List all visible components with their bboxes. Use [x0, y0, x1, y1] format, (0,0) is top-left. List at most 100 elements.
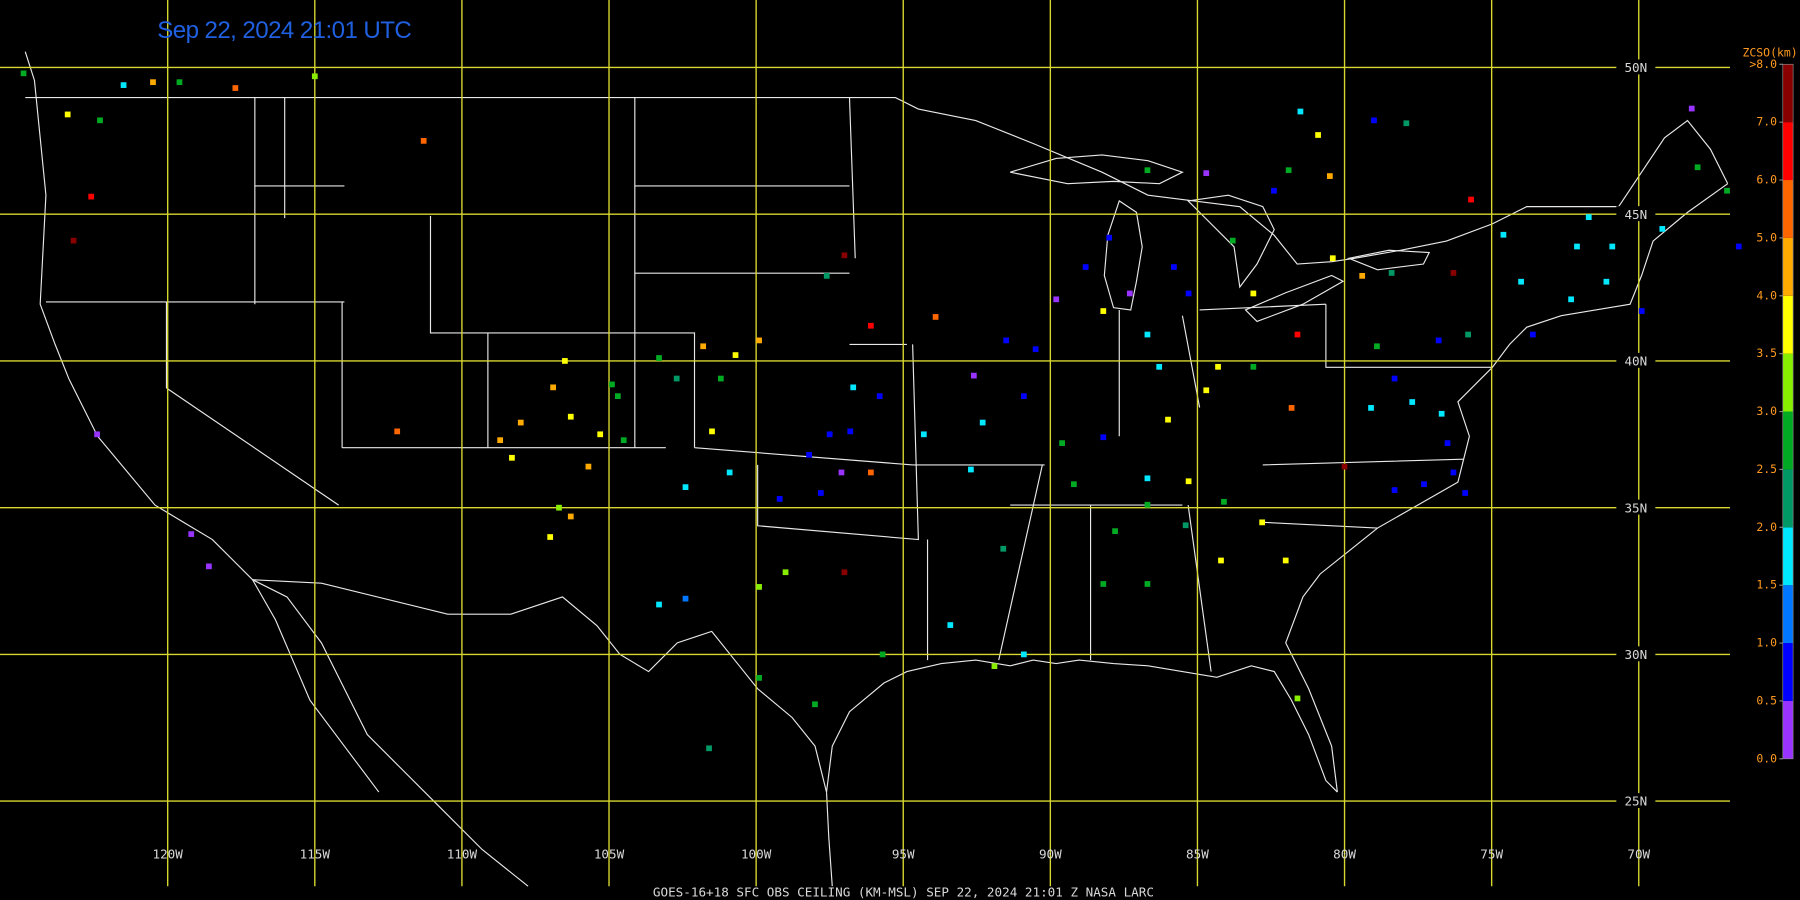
colorbar-title: ZCSO(km) — [1742, 45, 1797, 59]
latitude-label: 30N — [1624, 647, 1647, 662]
latitude-label-bg — [1616, 59, 1656, 75]
station-ob — [756, 337, 762, 344]
colorbar-segment — [1782, 64, 1794, 123]
station-ob — [609, 381, 615, 388]
station-ob — [1144, 581, 1151, 587]
station-ob — [420, 137, 427, 144]
station-ob — [1359, 272, 1366, 279]
colorbar-segment — [1782, 180, 1794, 238]
coastline — [24, 51, 380, 793]
station-ob — [1435, 337, 1442, 344]
station-ob — [497, 437, 504, 444]
station-ob — [709, 428, 715, 435]
northern-border — [25, 97, 1729, 265]
station-ob — [1688, 105, 1695, 112]
colorbar-segment — [1782, 295, 1794, 354]
station-ob — [556, 504, 562, 511]
station-ob — [1000, 545, 1007, 552]
station-ob — [597, 431, 604, 438]
station-ob — [206, 563, 212, 570]
station-ob — [1250, 363, 1257, 370]
latitude-label: 50N — [1624, 60, 1647, 75]
station-ob — [1462, 490, 1469, 496]
station-observations — [20, 70, 1742, 752]
colorbar-segment — [1782, 643, 1794, 701]
station-ob — [1229, 237, 1236, 244]
station-ob — [1568, 296, 1574, 303]
station-ob — [1171, 264, 1177, 270]
lake-michigan — [1103, 199, 1143, 311]
station-ob — [817, 490, 824, 496]
station-ob — [1294, 331, 1301, 338]
station-ob — [756, 584, 762, 590]
station-ob — [1326, 173, 1333, 179]
station-ob — [1603, 278, 1610, 285]
graticule: 120W 115W 110W 105W 100W 95W 90W 85W 80W 75W 70W 50… — [0, 0, 1730, 887]
colorbar-segment — [1782, 700, 1794, 759]
longitude-label: 90W — [1039, 847, 1062, 862]
colorbar-segment — [1782, 411, 1794, 470]
station-ob — [1450, 469, 1457, 476]
lake-erie — [1244, 274, 1345, 323]
station-ob — [585, 463, 592, 470]
station-ob — [1144, 501, 1151, 508]
colorbar-label: >8.0 — [1749, 57, 1777, 71]
colorbar-label: 3.0 — [1756, 404, 1777, 418]
station-ob — [717, 375, 724, 382]
station-ob — [1450, 270, 1457, 276]
station-ob — [1421, 481, 1427, 488]
latitude-label: 45N — [1624, 207, 1647, 222]
station-ob — [1444, 440, 1451, 446]
station-ob — [1259, 519, 1266, 526]
station-ob — [682, 484, 689, 490]
station-ob — [1100, 434, 1107, 441]
station-ob — [932, 314, 939, 320]
longitude-label: 110W — [447, 847, 478, 862]
colorbar-segment — [1782, 585, 1794, 644]
station-ob — [1315, 132, 1321, 138]
station-ob — [562, 358, 568, 364]
station-ob — [1156, 363, 1163, 370]
latitude-label-bg — [1616, 352, 1656, 368]
latitude-label: 25N — [1624, 794, 1647, 809]
station-ob — [550, 384, 556, 391]
station-ob — [876, 393, 883, 400]
station-ob — [706, 745, 712, 752]
station-ob — [806, 451, 812, 458]
station-ob — [756, 675, 762, 681]
station-ob — [673, 375, 680, 382]
longitude-label: 70W — [1627, 847, 1650, 862]
geography — [24, 51, 1729, 887]
station-ob — [682, 595, 689, 602]
colorbar-label: 2.0 — [1756, 520, 1777, 534]
station-ob — [232, 85, 239, 91]
lake-superior — [1010, 154, 1184, 185]
station-ob — [70, 237, 77, 244]
station-ob — [656, 355, 662, 361]
longitude-label: 115W — [300, 847, 331, 862]
station-ob — [1221, 498, 1227, 505]
station-ob — [1082, 264, 1089, 270]
colorbar-label: 2.5 — [1756, 462, 1777, 476]
station-ob — [1371, 117, 1377, 124]
station-ob — [1585, 214, 1592, 221]
mexico-gulf-coast — [825, 792, 833, 887]
colorbar-label: 4.0 — [1756, 288, 1777, 302]
station-ob — [968, 466, 974, 473]
atlantic-coast — [1285, 183, 1729, 793]
station-ob — [1297, 108, 1304, 115]
colorbar-label: 0.5 — [1756, 693, 1777, 707]
station-ob — [1020, 651, 1027, 658]
station-ob — [1529, 331, 1536, 338]
longitude-label: 75W — [1480, 847, 1503, 862]
station-ob — [620, 437, 627, 444]
station-ob — [782, 569, 789, 576]
colorbar-label: 1.0 — [1756, 636, 1777, 650]
latitude-label-bg — [1616, 793, 1656, 809]
station-ob — [1271, 187, 1277, 194]
latitude-label-bg — [1616, 206, 1656, 222]
station-ob — [991, 663, 998, 670]
colorbar-label: 6.0 — [1756, 173, 1777, 187]
station-ob — [88, 193, 95, 200]
